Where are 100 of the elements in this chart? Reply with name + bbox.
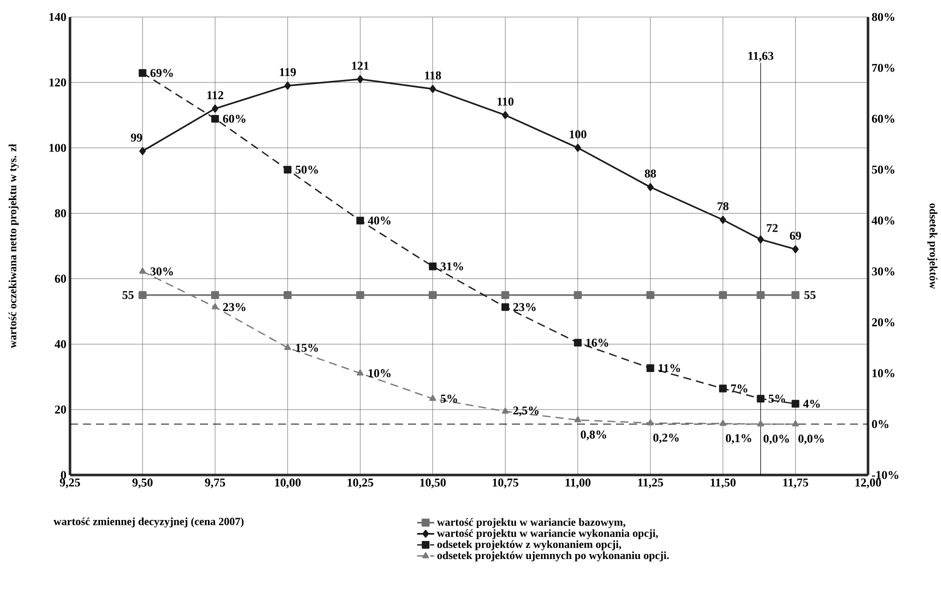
y-tick-label: 100 [50,144,66,152]
y2-tick-label: 80% [872,12,894,22]
point [792,245,799,254]
y2-tick-label: 0% [872,420,888,428]
point [719,384,727,392]
data-label: 30% [150,267,173,276]
x-tick-label: 10,00 [275,478,301,488]
data-label: 40% [368,216,390,225]
point [211,114,219,123]
data-label: 50% [296,166,318,174]
y-tick-label: 40 [54,340,66,348]
data-label: 55 [804,291,816,300]
point [757,420,764,426]
point [574,416,582,422]
point [646,364,654,372]
point [139,147,146,156]
point [284,82,291,90]
point [646,291,654,300]
point [502,111,508,120]
data-label: 121 [352,62,369,70]
data-label: 100 [570,130,586,138]
x-tick-label: 9,75 [204,478,226,488]
x-tick-label: 11,75 [783,478,808,488]
point [756,291,765,300]
data-label: 5% [440,394,458,403]
point [574,291,582,300]
point [720,216,726,224]
point [502,408,509,414]
data-label: 7% [731,384,748,393]
point [647,183,654,192]
data-label: 10% [368,369,390,378]
y-tick-label: 60 [54,274,66,283]
y2-tick-label: 60% [872,114,894,123]
data-label: 0,2% [653,434,679,444]
point [646,419,654,426]
point [284,291,292,300]
point [428,291,437,300]
y-tick-label: 120 [50,78,66,86]
point [757,235,764,244]
x-tick-label: 9,25 [60,478,80,488]
data-label: 0,1% [726,434,752,444]
point [718,291,727,300]
data-label: 69 [790,232,802,240]
legend-label: odsetek projektów ujemnych po wykonaniu opcji. [437,551,669,562]
point [356,291,364,300]
x-tick-label: 11,25 [638,478,664,488]
ref-line-label: 11,63 [748,52,774,62]
point [430,84,436,93]
x-tick-label: 12,00 [856,478,881,488]
legend-label: odsetek projektów z wykonaniem opcji, [437,540,622,550]
point [574,338,582,347]
data-label: 78 [718,202,728,210]
y2-tick-label: 10% [872,369,894,378]
point [501,291,510,300]
data-label: 31% [440,262,464,270]
x-tick-label: 10,75 [492,478,518,488]
y-axis-title: wartość oczekiwana netto projektu w tys. zł [8,144,19,348]
data-label: 69% [150,68,173,78]
data-label: 4% [803,400,820,408]
data-label: 88 [644,170,656,178]
point [792,400,800,408]
data-label: 72 [766,224,778,232]
data-label: 2,5% [513,406,539,416]
y-tick-label: 140 [50,12,66,22]
x-tick-label: 11,00 [566,478,590,488]
data-label: 119 [280,68,296,76]
data-label: 23% [513,303,536,312]
x-tick-label: 10,50 [420,478,446,488]
point [284,344,292,350]
point [429,394,436,401]
x-tick-label: 11,50 [710,478,736,488]
data-label: 110 [498,98,514,106]
point [212,303,219,310]
data-label: 15% [296,344,318,352]
point [139,268,146,274]
y2-tick-label: 50% [872,166,894,174]
legend-label: wartość projektu w wariancie bazowym, [436,518,626,528]
point [138,69,146,77]
data-label: 118 [425,71,441,80]
data-label: 23% [223,303,246,312]
point [211,291,220,300]
point [501,303,510,311]
point [791,291,800,300]
data-label: 0,0% [764,434,789,444]
data-label: 5% [768,394,785,403]
point [284,166,292,174]
point [138,291,147,300]
point [356,216,364,224]
y-tick-label: 80 [54,209,66,218]
point [356,75,364,84]
y2-tick-label: -10% [872,470,898,480]
data-label: 55 [122,291,134,300]
data-label: 11% [658,364,680,372]
y2-tick-label: 70% [872,64,894,72]
y2-tick-label: 30% [872,267,894,276]
data-label: 16% [586,338,608,347]
point [428,262,437,270]
data-label: 99 [130,134,142,142]
point [212,104,218,113]
point [720,420,726,426]
